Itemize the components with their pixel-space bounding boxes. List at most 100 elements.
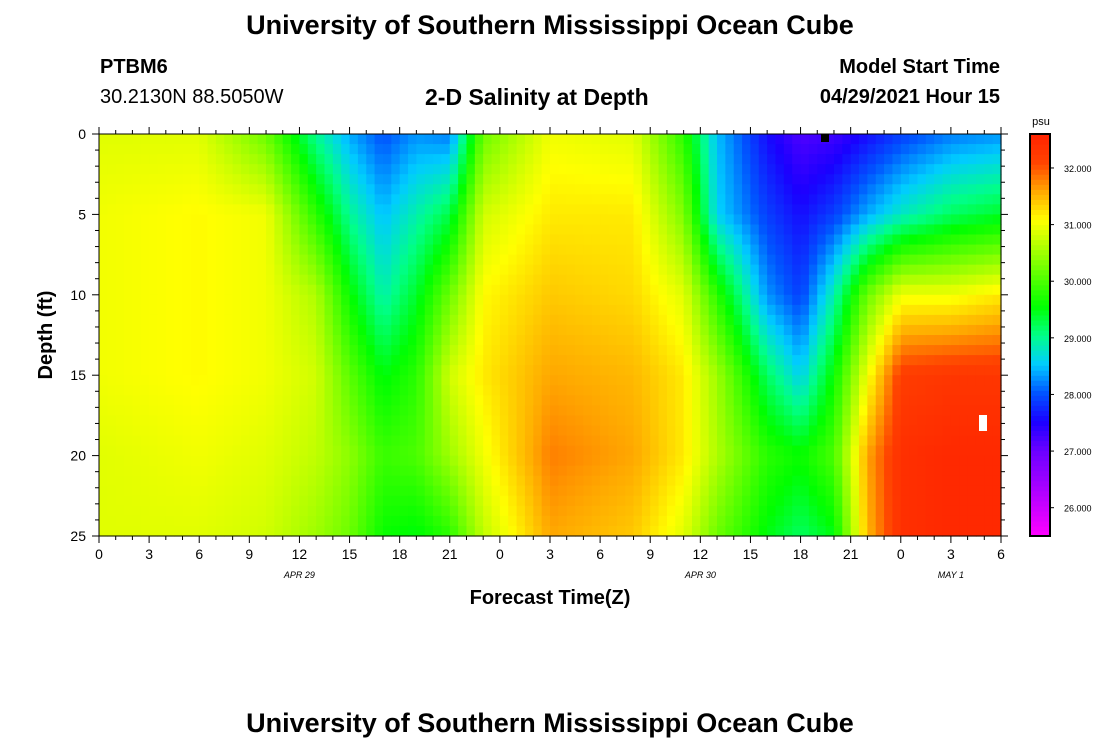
heatmap-cell	[391, 294, 401, 306]
heatmap-cell	[533, 385, 543, 396]
heatmap-cell	[608, 174, 618, 185]
heatmap-cell	[925, 505, 935, 517]
heatmap-cell	[165, 264, 175, 276]
heatmap-cell	[491, 184, 501, 195]
heatmap-cell	[850, 475, 860, 487]
heatmap-cell	[483, 515, 493, 527]
heatmap-cell	[357, 415, 367, 427]
heatmap-cell	[307, 294, 317, 306]
heatmap-cell	[550, 324, 559, 336]
heatmap-cell	[366, 244, 376, 256]
heatmap-cell	[224, 244, 234, 256]
heatmap-cell	[984, 194, 994, 205]
heatmap-cell	[491, 314, 501, 326]
heatmap-cell	[508, 264, 518, 276]
heatmap-cell	[942, 214, 952, 226]
heatmap-cell	[433, 415, 443, 427]
heatmap-cell	[625, 254, 635, 266]
heatmap-cell	[399, 314, 409, 326]
heatmap-cell	[650, 264, 660, 276]
heatmap-cell	[190, 274, 200, 286]
heatmap-cell	[700, 485, 710, 497]
heatmap-cell	[499, 204, 509, 215]
heatmap-cell	[307, 455, 317, 467]
heatmap-cell	[917, 144, 927, 155]
heatmap-cell	[825, 445, 835, 457]
heatmap-cell	[424, 385, 434, 396]
heatmap-cell	[808, 425, 818, 437]
heatmap-cell	[967, 194, 977, 205]
heatmap-cell	[483, 525, 493, 537]
heatmap-cell	[541, 324, 551, 336]
heatmap-cell	[274, 294, 284, 306]
heatmap-cell	[808, 154, 818, 165]
heatmap-cell	[566, 375, 576, 386]
heatmap-cell	[541, 274, 551, 286]
colorbar-swatch	[1030, 445, 1050, 452]
heatmap-cell	[975, 274, 985, 286]
date-label: APR 30	[684, 570, 716, 580]
heatmap-cell	[257, 445, 267, 457]
heatmap-cell	[700, 395, 710, 406]
heatmap-cell	[349, 445, 359, 457]
heatmap-cell	[224, 294, 234, 306]
heatmap-cell	[424, 184, 434, 195]
heatmap-cell	[149, 485, 159, 497]
heatmap-cell	[99, 525, 108, 537]
heatmap-cell	[399, 405, 409, 416]
heatmap-cell	[416, 445, 426, 457]
heatmap-cell	[508, 284, 518, 296]
heatmap-cell	[149, 294, 159, 306]
heatmap-cell	[625, 435, 635, 447]
heatmap-cell	[491, 204, 501, 215]
heatmap-cell	[149, 355, 159, 366]
heatmap-cell	[399, 455, 409, 467]
colorbar-swatch	[1030, 249, 1050, 256]
heatmap-cell	[842, 304, 852, 316]
heatmap-cell	[859, 274, 868, 286]
heatmap-cell	[115, 294, 125, 306]
heatmap-cell	[600, 515, 610, 527]
heatmap-cell	[508, 154, 518, 165]
heatmap-cell	[266, 345, 275, 356]
heatmap-cell	[850, 244, 860, 256]
heatmap-cell	[825, 455, 835, 467]
heatmap-cell	[499, 375, 509, 386]
heatmap-cell	[249, 455, 259, 467]
heatmap-cell	[750, 304, 760, 316]
heatmap-cell	[992, 184, 1002, 195]
heatmap-cell	[691, 405, 701, 416]
heatmap-cell	[767, 465, 777, 477]
heatmap-cell	[391, 395, 401, 406]
heatmap-cell	[182, 515, 192, 527]
heatmap-cell	[190, 234, 200, 246]
heatmap-cell	[875, 314, 885, 326]
heatmap-cell	[641, 174, 651, 185]
heatmap-cell	[232, 244, 242, 256]
heatmap-cell	[508, 465, 518, 477]
heatmap-cell	[842, 134, 852, 145]
heatmap-cell	[190, 435, 200, 447]
heatmap-cell	[733, 345, 743, 356]
heatmap-cell	[892, 525, 902, 537]
heatmap-cell	[391, 284, 401, 296]
heatmap-cell	[99, 274, 108, 286]
heatmap-cell	[491, 385, 501, 396]
heatmap-cell	[483, 294, 493, 306]
heatmap-cell	[249, 324, 259, 336]
heatmap-cell	[157, 395, 167, 406]
heatmap-cell	[550, 214, 559, 226]
heatmap-cell	[316, 475, 326, 487]
heatmap-cell	[833, 324, 843, 336]
heatmap-cell	[758, 395, 768, 406]
heatmap-cell	[775, 355, 785, 366]
heatmap-cell	[892, 355, 902, 366]
heatmap-cell	[783, 164, 793, 175]
heatmap-cell	[207, 345, 217, 356]
heatmap-cell	[449, 194, 459, 205]
heatmap-cell	[416, 134, 426, 145]
heatmap-cell	[750, 264, 760, 276]
heatmap-cell	[232, 304, 242, 316]
heatmap-cell	[825, 154, 835, 165]
heatmap-cell	[884, 495, 894, 507]
